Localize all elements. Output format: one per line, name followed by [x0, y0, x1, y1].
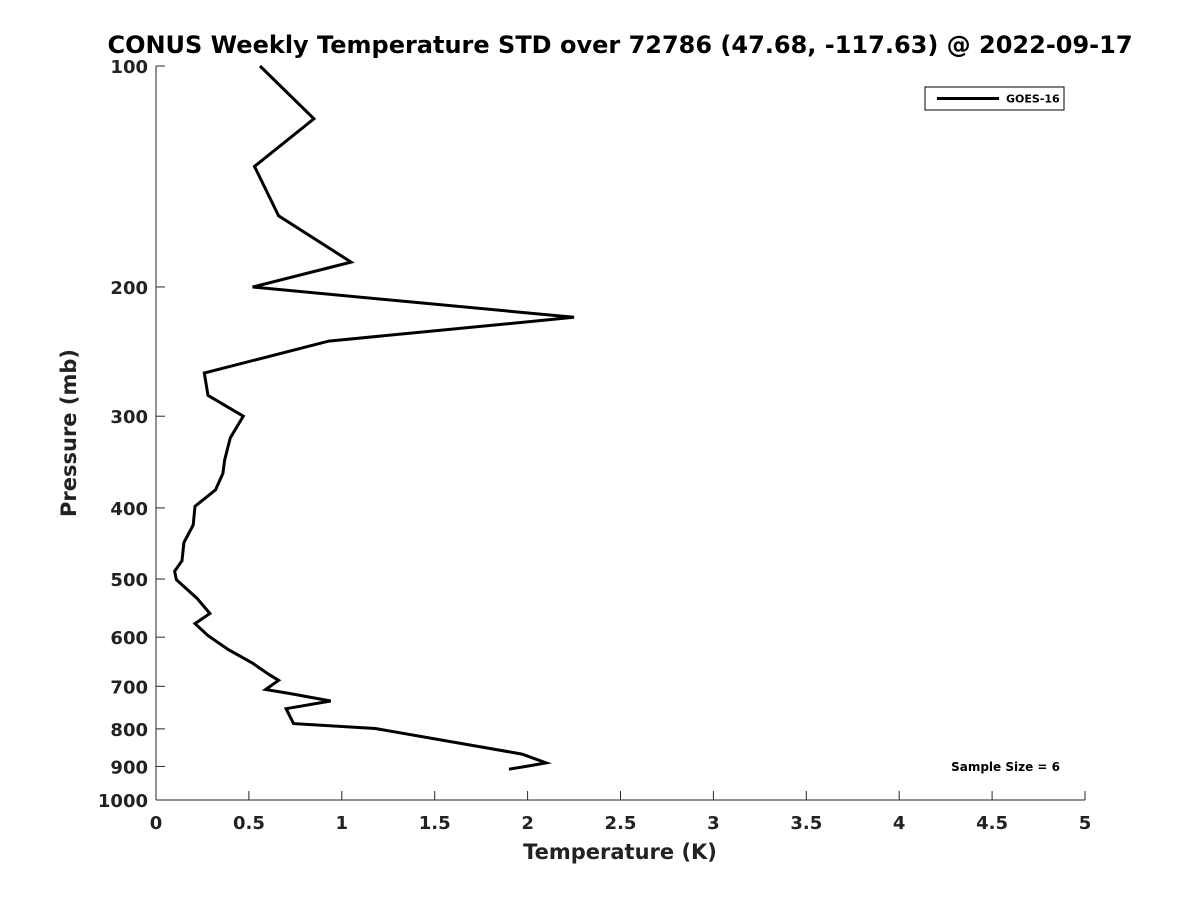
y-tick-label: 100 — [110, 57, 148, 78]
series-line-goes-16 — [172, 64, 575, 771]
y-tick-label: 300 — [110, 407, 148, 428]
legend-label-goes-16: GOES-16 — [1006, 93, 1060, 106]
y-tick-label: 700 — [110, 677, 148, 698]
x-tick-label: 3.5 — [790, 813, 822, 834]
y-tick-label: 500 — [110, 570, 148, 591]
x-tick-label: 0.5 — [233, 813, 265, 834]
y-axis-label: Pressure (mb) — [57, 349, 81, 517]
x-tick-label: 1.5 — [419, 813, 451, 834]
x-tick-label: 4.5 — [976, 813, 1008, 834]
y-tick-label: 900 — [110, 757, 148, 778]
y-tick-label: 1000 — [98, 791, 148, 812]
x-tick-label: 2 — [521, 813, 534, 834]
y-tick-label: 200 — [110, 278, 148, 299]
x-tick-label: 0 — [150, 813, 163, 834]
legend: GOES-16 — [924, 86, 1065, 111]
x-tick-label: 4 — [893, 813, 906, 834]
x-tick-label: 3 — [707, 813, 720, 834]
sample-size-annotation: Sample Size = 6 — [951, 760, 1060, 774]
y-axis-ticks: 100 200 300 400 500 600 700 800 900 1000 — [98, 57, 165, 812]
y-tick-label: 800 — [110, 720, 148, 741]
chart-title: CONUS Weekly Temperature STD over 72786 … — [107, 31, 1132, 59]
x-tick-label: 5 — [1079, 813, 1092, 834]
x-tick-label: 2.5 — [605, 813, 637, 834]
x-axis-ticks: 0 0.5 1 1.5 2 2.5 3 3.5 4 4.5 5 — [150, 791, 1092, 834]
series-layer — [172, 64, 575, 771]
x-tick-label: 1 — [336, 813, 349, 834]
y-tick-label: 400 — [110, 499, 148, 520]
y-tick-label: 600 — [110, 628, 148, 649]
x-axis-label: Temperature (K) — [523, 840, 717, 864]
